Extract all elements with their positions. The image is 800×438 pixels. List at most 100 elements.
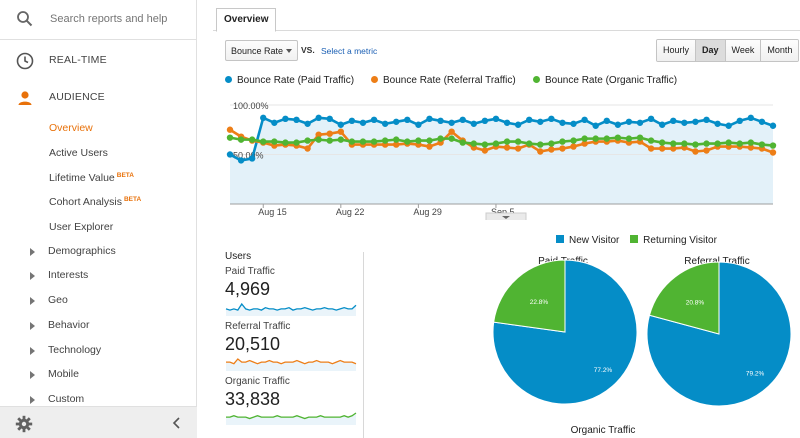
sidebar-group-interests[interactable]: Interests [0, 265, 197, 287]
data-point [348, 117, 356, 124]
data-point [370, 116, 378, 124]
sidebar-item-active-users[interactable]: Active Users [49, 147, 108, 159]
legend-paid[interactable]: Bounce Rate (Paid Traffic) [225, 75, 354, 86]
data-point [282, 115, 289, 123]
beta-badge: BETA [116, 172, 134, 179]
y-tick-label: 50.00% [233, 150, 264, 160]
gear-icon[interactable] [15, 415, 33, 438]
data-point [304, 137, 311, 144]
section-divider [363, 252, 364, 438]
pie-slice-returning-visitor [493, 259, 566, 333]
data-point [459, 139, 466, 146]
collapse-sidebar-icon[interactable] [172, 416, 182, 435]
sidebar-item-user-explorer[interactable]: User Explorer [49, 221, 114, 233]
period-month-button[interactable]: Month [761, 40, 799, 61]
data-point [248, 136, 256, 143]
data-point [625, 118, 633, 125]
expand-arrow-icon [30, 347, 35, 355]
data-point [670, 117, 677, 124]
legend-referral[interactable]: Bounce Rate (Referral Traffic) [371, 75, 516, 86]
sparkline-paid [225, 302, 357, 316]
period-day-button[interactable]: Day [696, 40, 726, 61]
data-point [448, 128, 455, 135]
data-point [548, 115, 555, 123]
data-point [481, 147, 489, 154]
data-point [570, 137, 577, 144]
data-point [647, 145, 655, 152]
sidebar-item-lifetime-value[interactable]: Lifetime Value BETA [49, 172, 134, 184]
data-point [747, 114, 755, 122]
data-point [636, 134, 644, 141]
data-point [426, 115, 433, 123]
nav-audience[interactable]: AUDIENCE [0, 80, 197, 116]
data-point [647, 115, 655, 123]
legend-returning-visitor[interactable]: Returning Visitor [630, 235, 717, 246]
data-point [559, 119, 566, 126]
search-icon[interactable] [16, 10, 34, 33]
data-point [237, 136, 245, 143]
pie-label-returning: 22.8% [530, 299, 549, 306]
sidebar-group-demographics[interactable]: Demographics [0, 241, 197, 263]
metric-dropdown[interactable]: Bounce Rate [225, 40, 298, 61]
data-point [381, 120, 389, 127]
data-point [470, 120, 477, 127]
data-point [581, 116, 588, 124]
data-point [315, 136, 322, 143]
search-input[interactable]: Search reports and help [50, 13, 168, 25]
data-point [326, 130, 333, 137]
pie-slice-returning-visitor [648, 261, 720, 335]
data-point [559, 145, 566, 152]
data-point [725, 122, 732, 129]
segment-value: 4,969 [225, 279, 271, 299]
data-point [692, 148, 699, 155]
sparkline-area [226, 359, 356, 371]
data-point [614, 134, 622, 141]
data-point [670, 140, 677, 147]
pie-label-returning: 20.8% [686, 300, 705, 307]
legend-new-visitor[interactable]: New Visitor [556, 235, 619, 246]
tab-overview[interactable]: Overview [216, 8, 277, 32]
segment-label: Referral Traffic [225, 321, 291, 332]
sidebar-group-behavior[interactable]: Behavior [0, 315, 197, 337]
sidebar-group-custom[interactable]: Custom [0, 389, 197, 411]
expand-arrow-icon [30, 272, 35, 280]
sidebar-item-cohort-analysis[interactable]: Cohort Analysis BETA [49, 196, 142, 208]
sparkline-line [226, 358, 357, 365]
data-point [747, 144, 755, 151]
nav-realtime[interactable]: REAL-TIME [0, 43, 197, 79]
data-point [492, 115, 500, 123]
data-point [237, 157, 245, 164]
data-point [581, 135, 588, 142]
data-point [326, 115, 333, 123]
data-point [681, 140, 688, 147]
data-point [503, 138, 511, 145]
data-point [747, 139, 755, 146]
sidebar-group-technology[interactable]: Technology [0, 340, 197, 362]
data-point [714, 120, 721, 127]
sidebar-group-mobile[interactable]: Mobile [0, 364, 197, 386]
search-bar[interactable]: Search reports and help [0, 0, 197, 40]
data-point [282, 139, 289, 146]
sidebar-item-overview[interactable]: Overview [49, 122, 93, 134]
legend-organic[interactable]: Bounce Rate (Organic Traffic) [533, 75, 677, 86]
select-metric-link[interactable]: Select a metric [321, 46, 378, 56]
data-point [437, 135, 444, 142]
data-point [271, 138, 278, 145]
segment-label: Paid Traffic [225, 266, 275, 277]
beta-badge: BETA [123, 196, 142, 203]
sidebar-group-geo[interactable]: Geo [0, 290, 197, 312]
data-point [448, 119, 455, 126]
pie-title: Organic Traffic [571, 425, 636, 436]
data-point [359, 119, 367, 126]
data-point [304, 120, 311, 127]
data-point [426, 143, 433, 150]
period-week-button[interactable]: Week [725, 40, 762, 61]
data-point [570, 143, 577, 150]
period-hourly-button[interactable]: Hourly [657, 40, 697, 61]
data-point [293, 139, 300, 146]
data-point [503, 119, 511, 126]
data-point [614, 121, 622, 128]
legend-swatch [556, 235, 564, 243]
nav-realtime-label: REAL-TIME [49, 54, 107, 66]
data-point [769, 122, 777, 129]
